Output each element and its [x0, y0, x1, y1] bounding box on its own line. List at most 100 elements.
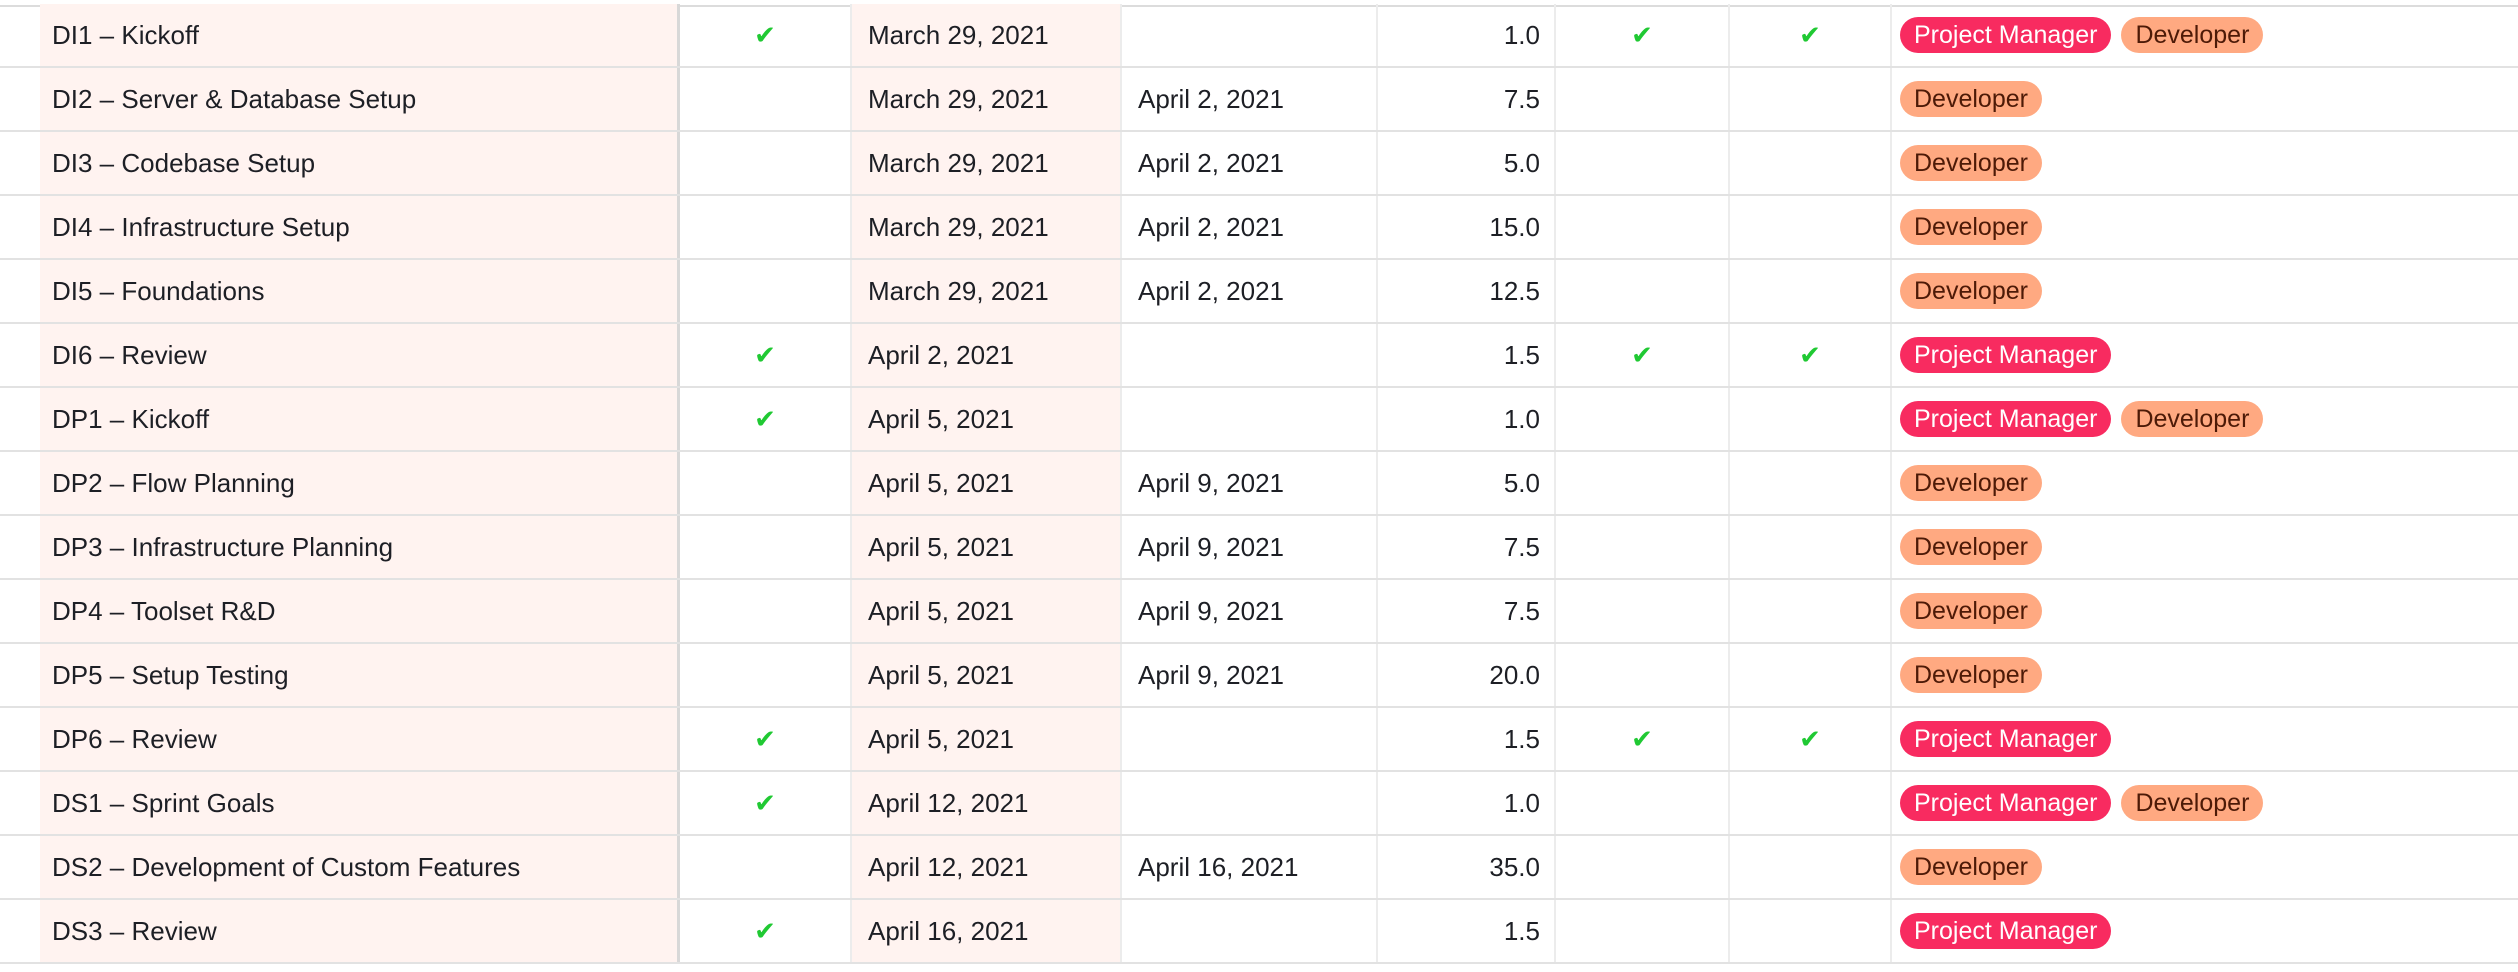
end-date-cell[interactable]: April 9, 2021 [1122, 452, 1378, 514]
pm-checkbox-cell[interactable] [1556, 900, 1730, 962]
pm-checkbox-cell[interactable] [1556, 196, 1730, 258]
task-name-cell[interactable]: DI3 – Codebase Setup [40, 132, 680, 194]
roles-cell[interactable]: Developer [1892, 836, 2518, 898]
table-row[interactable]: DP5 – Setup Testing April 5, 2021 April 9,… [0, 644, 2518, 708]
end-date-cell[interactable]: April 9, 2021 [1122, 516, 1378, 578]
task-name-cell[interactable]: DP2 – Flow Planning [40, 452, 680, 514]
hours-cell[interactable]: 1.5 [1378, 708, 1556, 770]
start-date-cell[interactable]: April 12, 2021 [852, 772, 1122, 834]
table-row[interactable]: DI2 – Server & Database Setup March 29, 2… [0, 68, 2518, 132]
task-name-cell[interactable]: DI5 – Foundations [40, 260, 680, 322]
hours-cell[interactable]: 12.5 [1378, 260, 1556, 322]
milestone-checkbox-cell[interactable]: ✔ [680, 4, 852, 66]
hours-cell[interactable]: 1.0 [1378, 4, 1556, 66]
roles-cell[interactable]: Developer [1892, 196, 2518, 258]
start-date-cell[interactable]: April 5, 2021 [852, 388, 1122, 450]
roles-cell[interactable]: Developer [1892, 260, 2518, 322]
hours-cell[interactable]: 5.0 [1378, 132, 1556, 194]
roles-cell[interactable]: Developer [1892, 452, 2518, 514]
hours-cell[interactable]: 7.5 [1378, 68, 1556, 130]
roles-cell[interactable]: Project Manager [1892, 900, 2518, 962]
hours-cell[interactable]: 1.5 [1378, 324, 1556, 386]
roles-cell[interactable]: Project Manager Developer [1892, 772, 2518, 834]
table-row[interactable]: DP4 – Toolset R&D April 5, 2021 April 9, 2… [0, 580, 2518, 644]
start-date-cell[interactable]: April 5, 2021 [852, 708, 1122, 770]
pm-checkbox-cell[interactable] [1556, 644, 1730, 706]
end-date-cell[interactable] [1122, 388, 1378, 450]
start-date-cell[interactable]: April 12, 2021 [852, 836, 1122, 898]
table-row[interactable]: DS2 – Development of Custom Features Apri… [0, 836, 2518, 900]
milestone-checkbox-cell[interactable] [680, 644, 852, 706]
end-date-cell[interactable]: April 2, 2021 [1122, 68, 1378, 130]
dev-checkbox-cell[interactable] [1730, 388, 1892, 450]
task-name-cell[interactable]: DS1 – Sprint Goals [40, 772, 680, 834]
hours-cell[interactable]: 20.0 [1378, 644, 1556, 706]
start-date-cell[interactable]: April 5, 2021 [852, 580, 1122, 642]
end-date-cell[interactable]: April 2, 2021 [1122, 132, 1378, 194]
dev-checkbox-cell[interactable]: ✔ [1730, 324, 1892, 386]
dev-checkbox-cell[interactable] [1730, 836, 1892, 898]
hours-cell[interactable]: 35.0 [1378, 836, 1556, 898]
milestone-checkbox-cell[interactable] [680, 196, 852, 258]
roles-cell[interactable]: Developer [1892, 132, 2518, 194]
task-name-cell[interactable]: DI1 – Kickoff [40, 4, 680, 66]
pm-checkbox-cell[interactable] [1556, 68, 1730, 130]
start-date-cell[interactable]: April 5, 2021 [852, 452, 1122, 514]
dev-checkbox-cell[interactable] [1730, 260, 1892, 322]
roles-cell[interactable]: Developer [1892, 516, 2518, 578]
start-date-cell[interactable]: April 2, 2021 [852, 324, 1122, 386]
pm-checkbox-cell[interactable] [1556, 772, 1730, 834]
end-date-cell[interactable] [1122, 772, 1378, 834]
milestone-checkbox-cell[interactable]: ✔ [680, 388, 852, 450]
dev-checkbox-cell[interactable] [1730, 68, 1892, 130]
milestone-checkbox-cell[interactable] [680, 68, 852, 130]
dev-checkbox-cell[interactable] [1730, 196, 1892, 258]
roles-cell[interactable]: Project Manager Developer [1892, 4, 2518, 66]
end-date-cell[interactable] [1122, 324, 1378, 386]
hours-cell[interactable]: 7.5 [1378, 580, 1556, 642]
task-name-cell[interactable]: DI4 – Infrastructure Setup [40, 196, 680, 258]
table-row[interactable]: DP3 – Infrastructure Planning April 5, 20… [0, 516, 2518, 580]
table-row[interactable]: DI3 – Codebase Setup March 29, 2021 April … [0, 132, 2518, 196]
table-row[interactable]: DI6 – Review ✔ April 2, 2021 1.5 ✔ ✔ Project M… [0, 324, 2518, 388]
start-date-cell[interactable]: April 16, 2021 [852, 900, 1122, 962]
milestone-checkbox-cell[interactable] [680, 516, 852, 578]
end-date-cell[interactable] [1122, 4, 1378, 66]
pm-checkbox-cell[interactable] [1556, 516, 1730, 578]
pm-checkbox-cell[interactable] [1556, 580, 1730, 642]
table-row[interactable]: DS3 – Review ✔ April 16, 2021 1.5 Project Ma… [0, 900, 2518, 964]
task-name-cell[interactable]: DI2 – Server & Database Setup [40, 68, 680, 130]
roles-cell[interactable]: Developer [1892, 644, 2518, 706]
roles-cell[interactable]: Developer [1892, 68, 2518, 130]
hours-cell[interactable]: 7.5 [1378, 516, 1556, 578]
pm-checkbox-cell[interactable]: ✔ [1556, 4, 1730, 66]
start-date-cell[interactable]: March 29, 2021 [852, 68, 1122, 130]
milestone-checkbox-cell[interactable] [680, 836, 852, 898]
end-date-cell[interactable] [1122, 708, 1378, 770]
end-date-cell[interactable]: April 9, 2021 [1122, 580, 1378, 642]
table-row[interactable]: DS1 – Sprint Goals ✔ April 12, 2021 1.0 Proj… [0, 772, 2518, 836]
dev-checkbox-cell[interactable] [1730, 516, 1892, 578]
milestone-checkbox-cell[interactable]: ✔ [680, 772, 852, 834]
task-name-cell[interactable]: DP4 – Toolset R&D [40, 580, 680, 642]
dev-checkbox-cell[interactable]: ✔ [1730, 708, 1892, 770]
task-name-cell[interactable]: DI6 – Review [40, 324, 680, 386]
start-date-cell[interactable]: March 29, 2021 [852, 132, 1122, 194]
start-date-cell[interactable]: April 5, 2021 [852, 516, 1122, 578]
start-date-cell[interactable]: March 29, 2021 [852, 4, 1122, 66]
dev-checkbox-cell[interactable] [1730, 580, 1892, 642]
hours-cell[interactable]: 15.0 [1378, 196, 1556, 258]
pm-checkbox-cell[interactable] [1556, 132, 1730, 194]
task-name-cell[interactable]: DP5 – Setup Testing [40, 644, 680, 706]
roles-cell[interactable]: Project Manager [1892, 324, 2518, 386]
end-date-cell[interactable]: April 9, 2021 [1122, 644, 1378, 706]
hours-cell[interactable]: 1.0 [1378, 388, 1556, 450]
pm-checkbox-cell[interactable]: ✔ [1556, 324, 1730, 386]
end-date-cell[interactable] [1122, 900, 1378, 962]
dev-checkbox-cell[interactable] [1730, 900, 1892, 962]
roles-cell[interactable]: Developer [1892, 580, 2518, 642]
pm-checkbox-cell[interactable] [1556, 260, 1730, 322]
task-name-cell[interactable]: DS2 – Development of Custom Features [40, 836, 680, 898]
roles-cell[interactable]: Project Manager Developer [1892, 388, 2518, 450]
start-date-cell[interactable]: April 5, 2021 [852, 644, 1122, 706]
